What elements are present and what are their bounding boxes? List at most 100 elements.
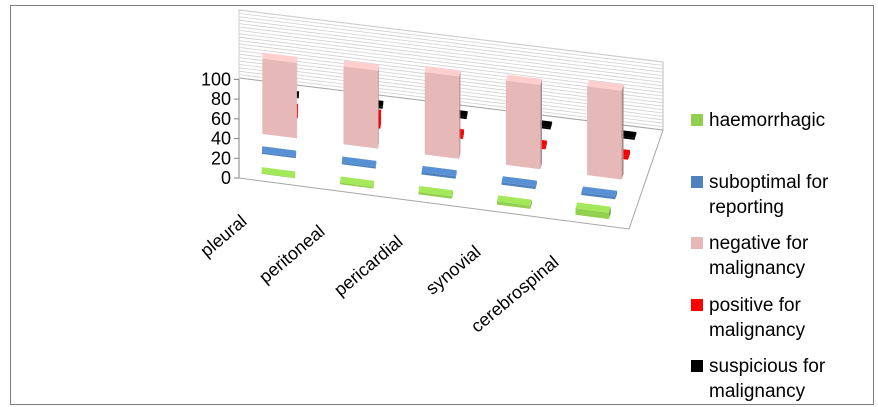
bar-haemorrhagic-synovial bbox=[497, 195, 532, 209]
bar-top bbox=[418, 186, 453, 197]
bar-negative-for-malignancy-cerebrospinal bbox=[587, 80, 624, 180]
legend-label-line: malignancy bbox=[709, 320, 806, 341]
legend-label-line: malignancy bbox=[709, 381, 806, 402]
bar-top bbox=[343, 60, 379, 71]
x-axis: pleural peritoneal pericardial synovialcere… bbox=[196, 211, 562, 337]
gridline bbox=[238, 19, 664, 73]
gridline bbox=[238, 33, 664, 87]
bar-side bbox=[451, 190, 453, 199]
bar-top bbox=[262, 146, 297, 157]
x-tick-label: cerebrospinal bbox=[467, 252, 563, 337]
bar-side bbox=[545, 140, 547, 150]
bar-side bbox=[466, 111, 468, 120]
legend-label-line: positive for bbox=[709, 295, 802, 316]
legend-label-line: malignancy bbox=[709, 258, 806, 279]
legend-label-line: suspicious for bbox=[709, 356, 826, 377]
bar-negative-for-malignancy-peritoneal bbox=[343, 60, 379, 149]
x-tick-label: pleural bbox=[196, 211, 250, 261]
gridline bbox=[238, 16, 664, 70]
chart-frame: 0 20 40 60 80 100 pleural peritoneal pericardial… bbox=[10, 5, 874, 405]
legend-label-line: haemorrhagic bbox=[709, 110, 825, 131]
legend-label: haemorrhagic bbox=[709, 110, 825, 131]
bar-side bbox=[540, 79, 542, 170]
y-tick-label: 80 bbox=[211, 89, 231, 109]
legend: haemorrhagic suboptimal for reporting negat… bbox=[691, 110, 829, 402]
bar-top bbox=[581, 186, 618, 197]
gridline bbox=[238, 26, 664, 80]
bar-side bbox=[530, 199, 532, 209]
bar-front bbox=[341, 162, 376, 169]
y-tick-label: 20 bbox=[211, 148, 231, 168]
bar-front bbox=[581, 192, 616, 200]
bar-negative-for-malignancy-synovial bbox=[505, 74, 542, 170]
bar-front bbox=[421, 171, 456, 179]
legend-item-negative-for-malignancy: negative for malignancy bbox=[691, 233, 809, 279]
bar-haemorrhagic-cerebrospinal bbox=[575, 202, 611, 220]
bar-top bbox=[421, 165, 457, 177]
bar-suboptimal-for-reporting-cerebrospinal bbox=[581, 186, 618, 200]
bar-suboptimal-for-reporting-peritoneal bbox=[341, 156, 377, 169]
bar-side bbox=[628, 150, 630, 160]
legend-swatch bbox=[691, 360, 703, 372]
bar-side bbox=[615, 190, 618, 200]
bar-front bbox=[505, 80, 541, 170]
legend-label: negative for malignancy bbox=[709, 233, 809, 279]
bar-front bbox=[424, 72, 460, 159]
bar-front bbox=[340, 182, 374, 189]
legend-swatch bbox=[691, 114, 703, 126]
bar-negative-for-malignancy-pleural bbox=[262, 52, 298, 139]
bar-suboptimal-for-reporting-pleural bbox=[262, 146, 297, 159]
bar-front bbox=[575, 208, 609, 220]
bar-haemorrhagic-pericardial bbox=[418, 186, 453, 199]
x-tick-label: peritoneal bbox=[255, 221, 328, 287]
bar-front bbox=[497, 201, 531, 209]
legend-label: suspicious for malignancy bbox=[709, 356, 826, 402]
legend-swatch bbox=[691, 176, 703, 188]
bar-side bbox=[380, 109, 382, 129]
bar-side bbox=[459, 70, 461, 159]
bar-top bbox=[340, 176, 375, 187]
bar-top bbox=[501, 176, 537, 187]
gridline bbox=[238, 23, 664, 76]
legend-swatch bbox=[691, 237, 703, 249]
bar-side bbox=[535, 180, 537, 190]
bar-side bbox=[608, 206, 611, 220]
bar-top bbox=[341, 156, 377, 167]
legend-label-line: reporting bbox=[709, 197, 784, 218]
y-tick-label: 0 bbox=[221, 168, 231, 188]
legend-label: suboptimal for reporting bbox=[709, 172, 829, 218]
bar-top bbox=[587, 80, 624, 91]
bar-front bbox=[418, 191, 452, 199]
bar-front bbox=[343, 66, 378, 149]
gridline bbox=[238, 36, 664, 90]
bar-front bbox=[587, 86, 622, 180]
bar-front bbox=[262, 152, 296, 159]
bar-side bbox=[455, 170, 457, 179]
bar-front bbox=[262, 58, 297, 139]
y-tick-label: 40 bbox=[211, 129, 231, 149]
legend-swatch bbox=[691, 299, 703, 311]
gridline bbox=[238, 9, 664, 63]
bar-side bbox=[373, 180, 375, 189]
gridline bbox=[238, 13, 664, 66]
bar-suboptimal-for-reporting-pericardial bbox=[421, 165, 457, 179]
bar-top bbox=[505, 74, 542, 85]
bar-haemorrhagic-peritoneal bbox=[340, 176, 375, 189]
bar-top bbox=[575, 202, 611, 213]
bar-top bbox=[261, 167, 296, 178]
legend-item-positive-for-malignancy: positive for malignancy bbox=[691, 295, 806, 341]
y-tick-label: 60 bbox=[211, 109, 231, 129]
legend-item-haemorrhagic: haemorrhagic bbox=[691, 110, 825, 131]
gridline bbox=[238, 30, 664, 83]
bar-front bbox=[261, 173, 295, 179]
bar-suboptimal-for-reporting-synovial bbox=[501, 176, 537, 190]
bar-side bbox=[621, 84, 624, 180]
x-tick-label: pericardial bbox=[330, 231, 406, 300]
bar-top bbox=[424, 66, 461, 77]
bar-side bbox=[382, 100, 384, 109]
bar-haemorrhagic-pleural bbox=[261, 167, 296, 179]
legend-label: positive for malignancy bbox=[709, 295, 806, 341]
legend-label-line: suboptimal for bbox=[709, 172, 829, 193]
bar-negative-for-malignancy-pericardial bbox=[424, 66, 461, 159]
